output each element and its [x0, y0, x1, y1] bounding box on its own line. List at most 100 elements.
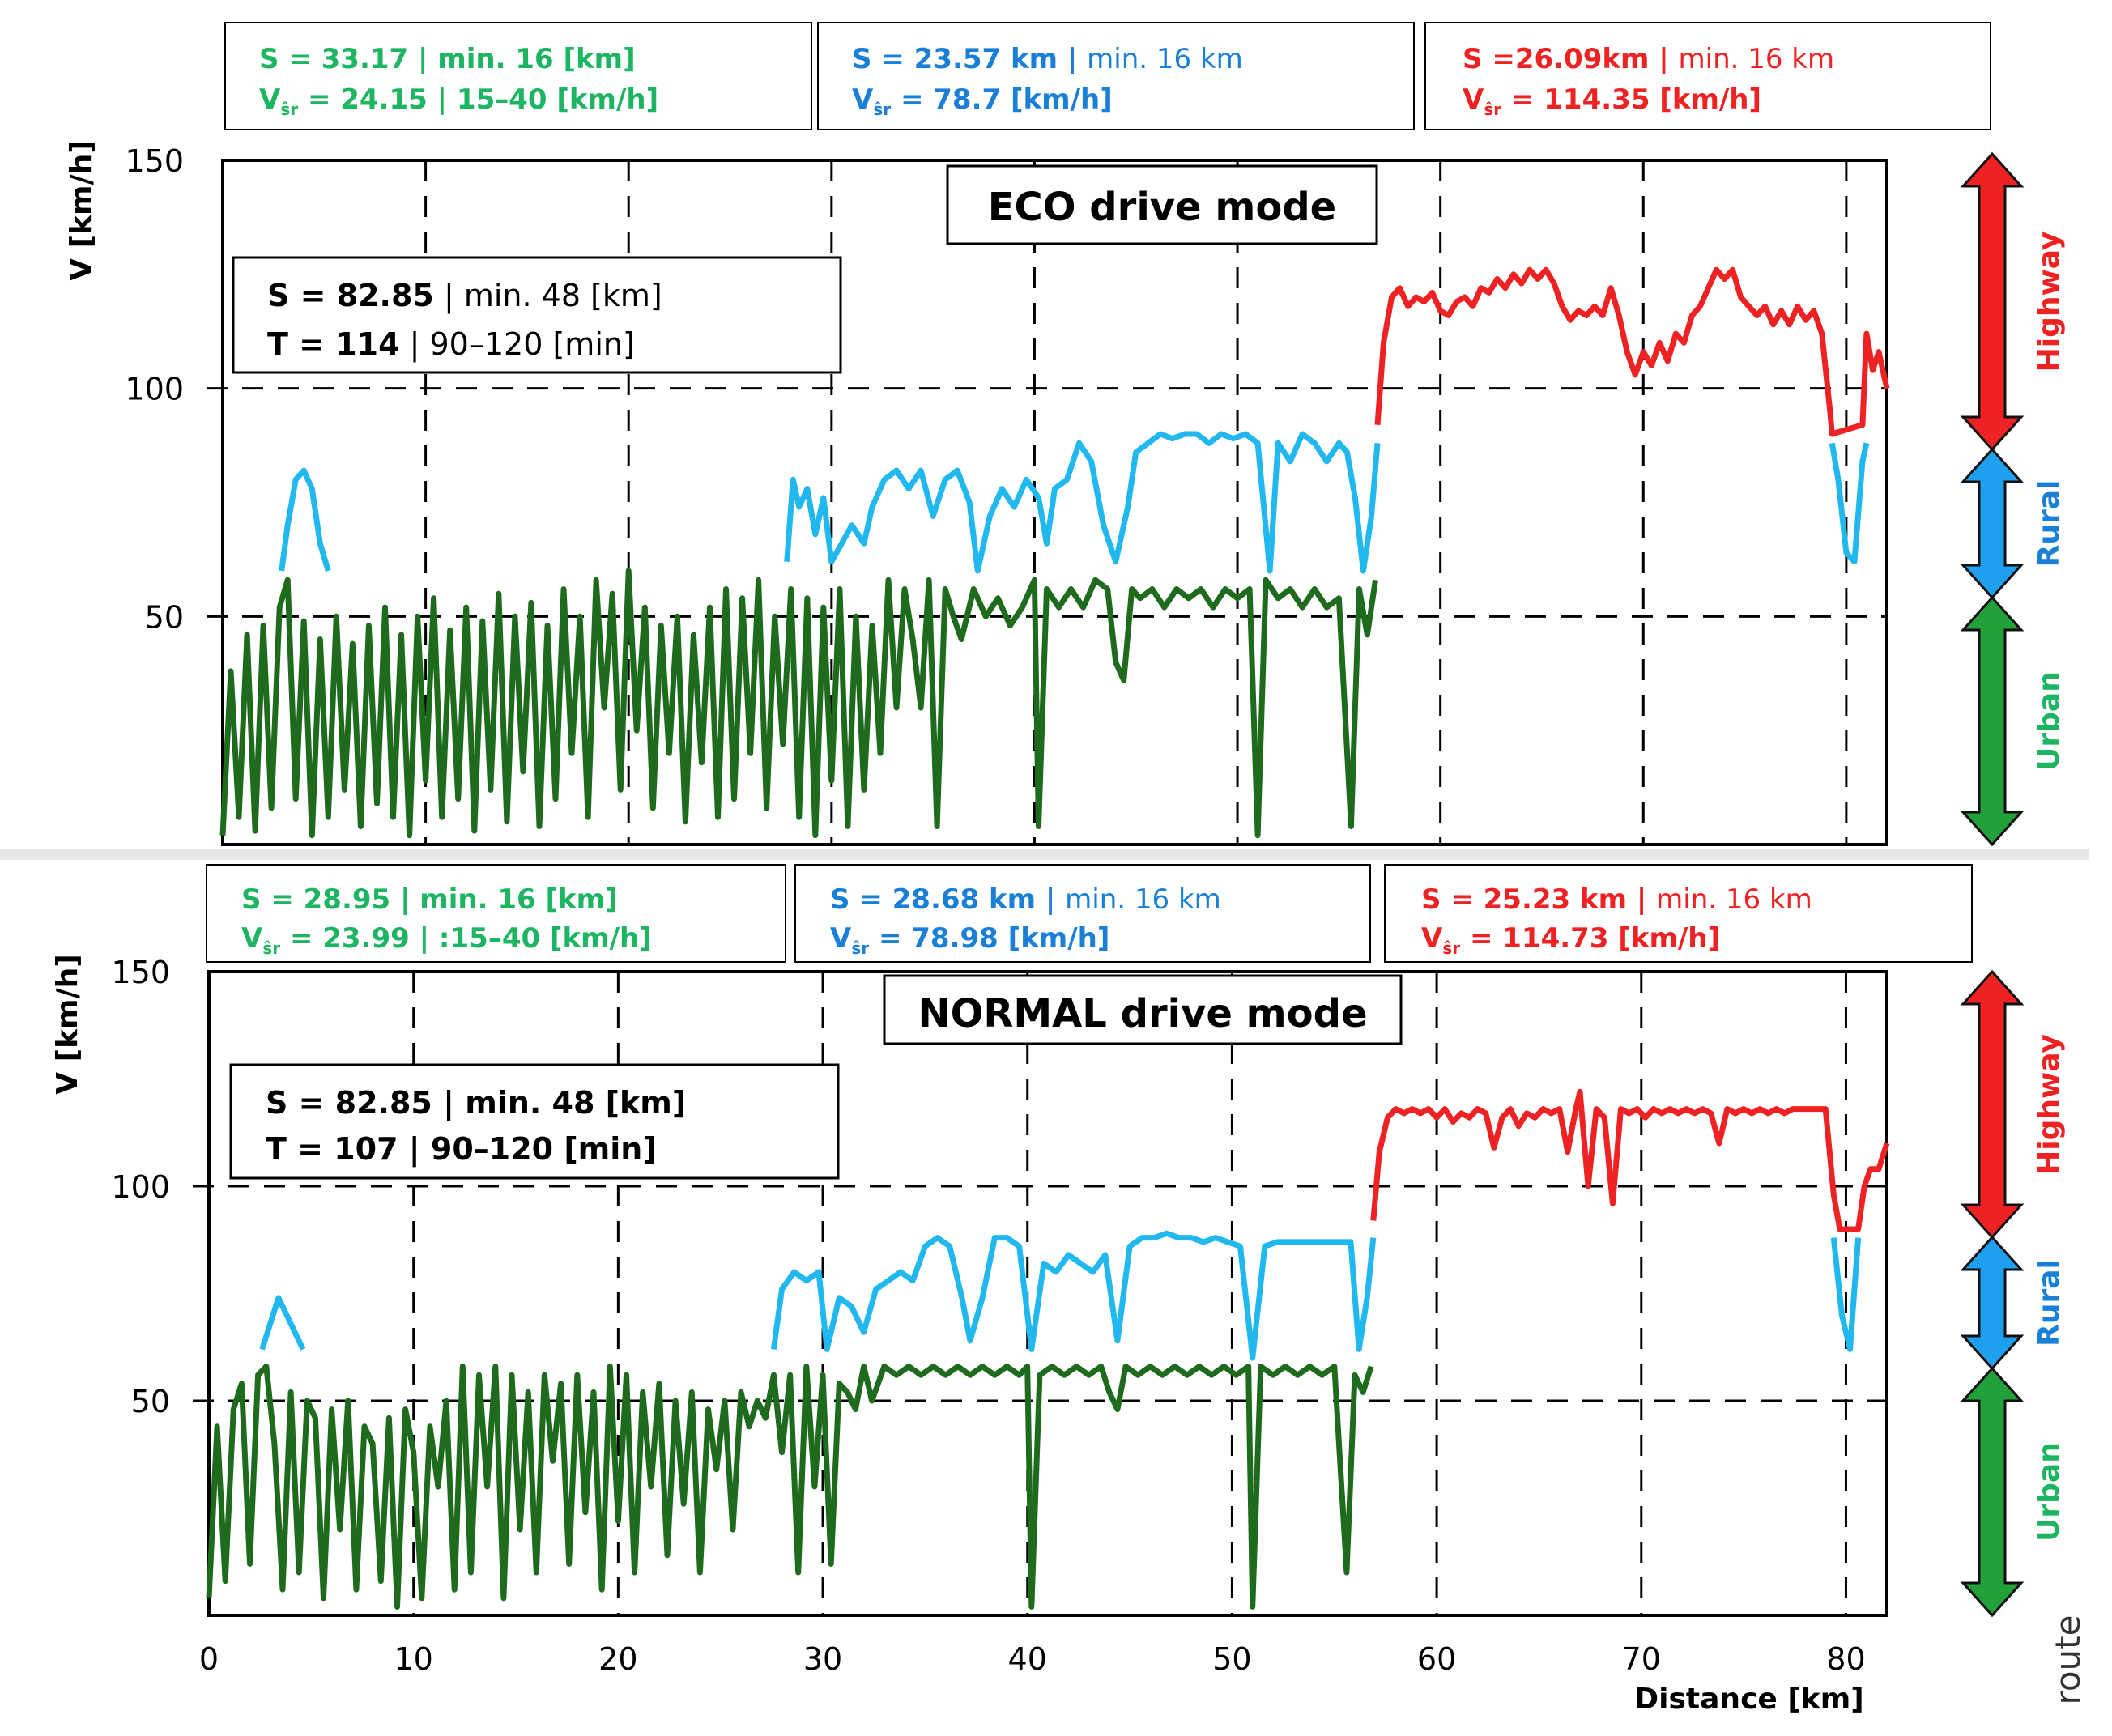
normal-grid [193, 972, 1887, 1615]
eco-urban-v-label: V [259, 83, 281, 116]
series-highway [1370, 1088, 1890, 1232]
eco-summary-line1: S = 82.85 | min. 48 [km] [267, 278, 662, 314]
x-tick-label: 0 [199, 1641, 219, 1677]
normal-summary-s-min: | min. 48 [km] [432, 1085, 686, 1121]
x-axis-label: Distance [km] [1634, 1683, 1863, 1716]
normal-rural-v-sub: ŝr [851, 938, 869, 958]
eco-route-arrows: Highway Rural Urban [1960, 151, 2066, 847]
normal-urban-line2-b: = 23.99 | [280, 922, 439, 955]
y-tick-label: 50 [131, 1384, 170, 1419]
x-tick-label: 60 [1417, 1641, 1456, 1677]
eco-highway-line1: S =26.09km | min. 16 km [1463, 43, 1834, 75]
normal-rural-line1-b: min. 16 km [1065, 883, 1221, 916]
eco-urban-v-sub: ŝr [280, 100, 298, 119]
eco-summary-t-range: | 90–120 [min] [400, 326, 635, 363]
eco-rural-line2: Vŝr = 78.7 [km/h] [852, 83, 1113, 119]
normal-y-axis-label: V [km/h] [51, 954, 84, 1095]
normal-highway-line1-b: min. 16 km [1656, 883, 1812, 916]
rural-side-label: Rural [2033, 1259, 2066, 1347]
x-tick-label: 10 [394, 1641, 433, 1677]
series-rural [259, 1230, 1862, 1361]
normal-summary-t: T = 107 [266, 1131, 398, 1167]
urban-side-label: Urban [2033, 671, 2066, 771]
normal-x-ticks: 0 10 20 30 40 50 60 70 80 [199, 1641, 1866, 1677]
normal-urban-line1: S = 28.95 | min. 16 [km] [241, 883, 618, 916]
normal-summary-line1: S = 82.85 | min. 48 [km] [266, 1085, 686, 1121]
eco-urban-line1-b: min. 16 [km] [437, 43, 635, 75]
rural-side-label: Rural [2033, 480, 2066, 568]
eco-plot: 50 100 150 ECO drive mode S = 82.85 | min.… [65, 140, 1890, 846]
eco-segment-urban-box: S = 33.17 | min. 16 [km] Vŝr = 24.15 | 1… [224, 22, 812, 130]
x-tick-label: 30 [803, 1641, 842, 1677]
x-tick-label: 20 [598, 1641, 637, 1677]
eco-rural-v-label: V [852, 83, 874, 116]
rural-range-arrow [1960, 1235, 2025, 1371]
normal-segment-urban-box: S = 28.95 | min. 16 [km] Vŝr = 23.99 | :… [206, 864, 786, 963]
x-tick-label: 70 [1622, 1641, 1661, 1677]
normal-urban-v-label: V [241, 922, 263, 955]
highway-range-arrow [1960, 151, 2025, 452]
urban-range-arrow [1960, 595, 2025, 847]
eco-highway-v-label: V [1463, 83, 1484, 116]
eco-urban-line2-c: 15–40 [km/h] [457, 83, 658, 116]
normal-urban-v-sub: ŝr [262, 938, 280, 958]
eco-rural-line1-a: S = 23.57 km | [852, 43, 1087, 75]
eco-y-axis-label: V [km/h] [65, 140, 98, 281]
eco-highway-line2: Vŝr = 114.35 [km/h] [1463, 83, 1761, 119]
eco-summary-s-min: | min. 48 [km] [434, 278, 662, 314]
normal-highway-line2: Vŝr = 114.73 [km/h] [1421, 922, 1720, 958]
normal-highway-v-label: V [1421, 922, 1443, 955]
x-tick-label: 80 [1826, 1641, 1865, 1677]
highway-side-label: Highway [2033, 232, 2066, 372]
y-tick-label: 150 [111, 955, 170, 990]
eco-title-box: ECO drive mode [946, 164, 1378, 245]
x-tick-label: 40 [1008, 1641, 1047, 1677]
normal-rural-line1: S = 28.68 km | min. 16 km [830, 883, 1221, 916]
eco-y-ticks: 50 100 150 [125, 143, 184, 635]
panel-separator [0, 849, 2089, 860]
eco-highway-line1-a: S =26.09km | [1463, 43, 1679, 75]
x-tick-label: 50 [1212, 1641, 1251, 1677]
normal-rural-v-label: V [830, 922, 852, 955]
series-urban [206, 1364, 1374, 1610]
series-highway [1374, 266, 1890, 437]
normal-summary-t-range: | 90–120 [min] [398, 1131, 657, 1168]
normal-highway-line1: S = 25.23 km | min. 16 km [1421, 883, 1812, 916]
normal-plot: 50 100 150 0 10 20 30 40 50 60 70 80 NORMAL drive … [51, 954, 1890, 1716]
normal-urban-line2: Vŝr = 23.99 | :15–40 [km/h] [241, 922, 652, 958]
eco-segment-rural-box: S = 23.57 km | min. 16 km Vŝr = 78.7 [km… [817, 22, 1415, 130]
normal-urban-line1-a: S = 28.95 | [241, 883, 419, 916]
eco-urban-line1-a: S = 33.17 | [259, 43, 437, 75]
urban-range-arrow [1960, 1366, 2025, 1618]
normal-highway-line2-b: = 114.73 [km/h] [1460, 922, 1720, 955]
normal-segment-rural-box: S = 28.68 km | min. 16 km Vŝr = 78.98 [k… [794, 864, 1371, 963]
normal-y-ticks: 50 100 150 [111, 955, 170, 1419]
eco-series [219, 266, 1890, 839]
normal-plot-frame [207, 970, 1888, 1617]
normal-summary-line2: T = 107 | 90–120 [min] [266, 1131, 657, 1168]
rural-range-arrow [1960, 447, 2025, 600]
series-urban [219, 568, 1378, 839]
urban-side-label: Urban [2033, 1442, 2066, 1542]
y-tick-label: 150 [125, 143, 184, 179]
normal-title: NORMAL drive mode [918, 991, 1367, 1036]
route-label: route [2048, 1615, 2088, 1705]
normal-rural-line1-a: S = 28.68 km | [830, 883, 1065, 916]
y-tick-label: 50 [145, 599, 184, 635]
normal-segment-highway-box: S = 25.23 km | min. 16 km Vŝr = 114.73 [… [1384, 864, 1973, 963]
eco-rural-line1-b: min. 16 km [1087, 43, 1243, 75]
normal-highway-line1-a: S = 25.23 km | [1421, 883, 1656, 916]
normal-highway-v-sub: ŝr [1442, 938, 1460, 958]
eco-plot-frame [221, 159, 1888, 846]
eco-segment-highway-box: S =26.09km | min. 16 km Vŝr = 114.35 [km… [1424, 22, 1991, 130]
normal-summary-box: S = 82.85 | min. 48 [km] T = 107 | 90–12… [229, 1063, 840, 1180]
eco-summary-line2: T = 114 | 90–120 [min] [267, 326, 635, 363]
eco-rural-v-sub: ŝr [873, 100, 891, 119]
normal-series [206, 1088, 1890, 1610]
eco-title: ECO drive mode [988, 185, 1336, 230]
eco-urban-line2-b: = 24.15 | [298, 83, 457, 116]
eco-highway-line1-b: min. 16 km [1679, 43, 1835, 75]
normal-title-box: NORMAL drive mode [883, 974, 1403, 1045]
